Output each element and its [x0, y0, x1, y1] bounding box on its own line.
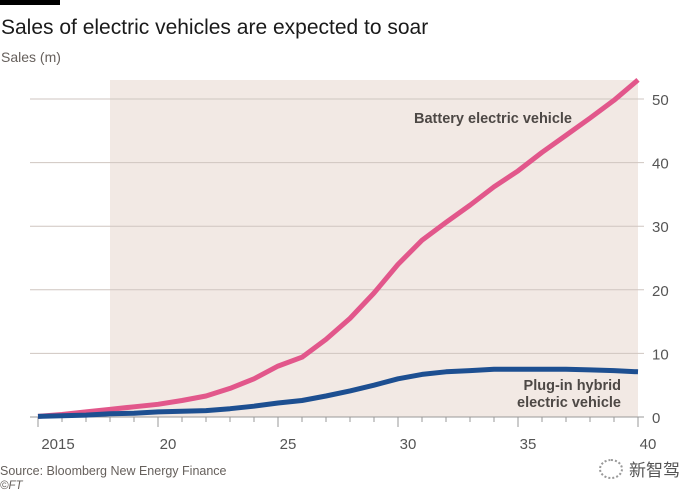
wechat-icon [599, 458, 623, 479]
ft-top-rule [0, 0, 60, 5]
y-axis-label: Sales (m) [1, 49, 61, 65]
y-tick-label: 50 [652, 92, 669, 109]
y-tick-label: 40 [652, 156, 669, 173]
bev-series-line [37, 77, 640, 419]
bev-annotation: Battery electric vehicle [414, 111, 572, 127]
watermark-text: 新智驾 [629, 461, 680, 480]
x-tick-label: 25 [280, 436, 297, 453]
watermark: 新智驾 [599, 456, 680, 481]
forecast-shading [110, 80, 638, 417]
phev-series-line [37, 366, 639, 419]
x-tick-label: 35 [520, 436, 537, 453]
copyright: ©FT [0, 480, 23, 492]
x-tick-label: 40 [640, 436, 657, 453]
x-tick-label: 20 [160, 436, 177, 453]
phev-annotation-line2: electric vehicle [517, 395, 621, 411]
phev-annotation-line1: Plug-in hybrid [524, 378, 621, 394]
x-tick-label: 2015 [41, 436, 74, 453]
y-tick-label: 0 [652, 410, 660, 427]
chart-title: Sales of electric vehicles are expected … [1, 16, 429, 39]
y-tick-label: 20 [652, 283, 669, 300]
y-tick-label: 10 [652, 346, 669, 363]
y-tick-label: 30 [652, 219, 669, 236]
source-note: Source: Bloomberg New Energy Finance [0, 464, 227, 478]
x-tick-label: 30 [400, 436, 417, 453]
